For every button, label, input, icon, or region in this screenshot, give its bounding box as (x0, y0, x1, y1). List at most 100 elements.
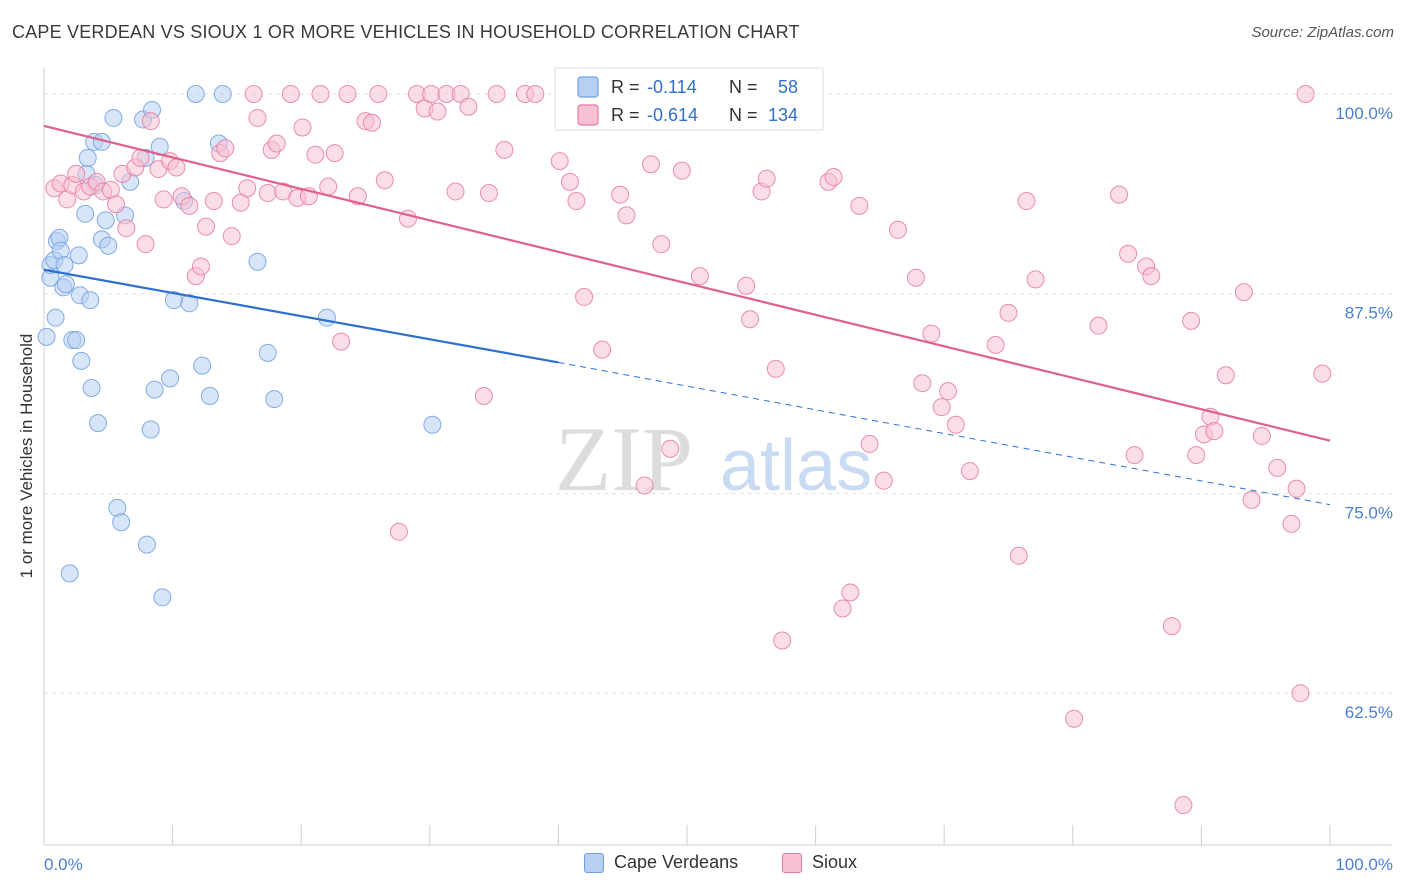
legend-swatch-sioux (782, 852, 802, 873)
point-sioux-18 (154, 190, 173, 209)
point-sioux-48 (348, 187, 367, 206)
legend-item-cape-verdeans: Cape Verdeans (584, 852, 738, 873)
point-sioux-42 (306, 145, 325, 164)
point-cape-verdeans-24 (89, 414, 108, 433)
point-sioux-25 (197, 217, 216, 236)
point-cape-verdeans-47 (193, 356, 212, 375)
point-sioux-71 (567, 192, 586, 211)
point-sioux-68 (526, 84, 545, 103)
point-sioux-124 (1242, 490, 1261, 509)
point-sioux-28 (216, 139, 235, 158)
legend-label-cape-verdeans: Cape Verdeans (614, 852, 739, 872)
trend-line-cape-verdeans (43, 268, 559, 364)
point-cape-verdeans-54 (317, 308, 336, 327)
point-sioux-40 (293, 118, 312, 137)
point-cape-verdeans-27 (96, 211, 115, 230)
point-sioux-34 (258, 184, 277, 203)
point-sioux-63 (474, 386, 493, 405)
point-sioux-110 (1110, 185, 1129, 204)
point-sioux-66 (495, 140, 514, 159)
point-sioux-70 (560, 172, 579, 191)
point-sioux-117 (1182, 311, 1201, 330)
point-sioux-80 (672, 161, 691, 180)
point-sioux-15 (136, 235, 155, 254)
point-cape-verdeans-36 (137, 535, 156, 554)
point-sioux-50 (362, 113, 381, 132)
point-sioux-114 (1142, 267, 1161, 286)
point-sioux-125 (1252, 426, 1271, 445)
point-sioux-128 (1287, 479, 1306, 498)
point-sioux-90 (833, 599, 852, 618)
point-sioux-57 (422, 84, 441, 103)
point-sioux-58 (428, 102, 447, 121)
data-points (37, 84, 1332, 815)
y-tick-label-1: 75.0% (1345, 503, 1393, 522)
stats-r-value-cape-verdeans: -0.114 (647, 77, 697, 97)
x-tick-label-1: 100.0% (1335, 855, 1393, 874)
gridlines (44, 93, 1392, 694)
point-sioux-75 (617, 206, 636, 225)
point-sioux-130 (1296, 84, 1315, 103)
watermark-zip: ZIP (555, 408, 693, 510)
point-sioux-12 (117, 219, 136, 238)
point-sioux-16 (141, 112, 160, 131)
watermark-atlas: atlas (720, 426, 872, 506)
point-sioux-38 (281, 84, 300, 103)
legend-label-sioux: Sioux (812, 852, 858, 872)
y-axis-label: 1 or more Vehicles in Household (17, 334, 36, 579)
point-sioux-99 (932, 398, 951, 417)
point-sioux-72 (575, 287, 594, 306)
point-sioux-45 (325, 144, 344, 163)
point-sioux-115 (1162, 617, 1181, 636)
series-legend: Cape Verdeans Sioux (0, 848, 1406, 880)
point-sioux-98 (922, 324, 941, 343)
point-sioux-20 (167, 158, 186, 177)
point-sioux-116 (1174, 796, 1193, 815)
point-cape-verdeans-11 (60, 564, 79, 583)
point-cape-verdeans-46 (186, 84, 205, 103)
point-sioux-24 (191, 257, 210, 276)
y-tick-label-0: 62.5% (1345, 703, 1393, 722)
point-cape-verdeans-21 (82, 378, 101, 397)
point-sioux-46 (332, 332, 351, 351)
point-cape-verdeans-55 (423, 415, 442, 434)
point-cape-verdeans-45 (180, 294, 199, 313)
point-sioux-93 (860, 434, 879, 453)
stats-swatch-sioux (577, 104, 599, 126)
point-sioux-47 (338, 84, 357, 103)
point-cape-verdeans-52 (258, 343, 277, 362)
point-sioux-100 (939, 382, 958, 401)
point-sioux-112 (1125, 446, 1144, 465)
point-cape-verdeans-14 (69, 246, 88, 265)
point-cape-verdeans-50 (213, 84, 232, 103)
point-sioux-106 (1017, 192, 1036, 211)
stats-n-label-cape-verdeans: N = (729, 77, 758, 97)
point-sioux-36 (267, 134, 286, 153)
source-credit: Source: ZipAtlas.com (1251, 24, 1394, 41)
point-sioux-82 (737, 276, 756, 295)
point-sioux-77 (641, 155, 660, 174)
point-cape-verdeans-42 (161, 369, 180, 388)
axes (43, 68, 1392, 846)
point-sioux-86 (766, 359, 785, 378)
point-cape-verdeans-4 (46, 308, 65, 327)
point-sioux-31 (238, 179, 257, 198)
legend-swatch-cape-verdeans (584, 852, 604, 873)
point-sioux-10 (107, 195, 126, 214)
point-cape-verdeans-29 (104, 108, 123, 127)
point-sioux-92 (850, 196, 869, 215)
point-sioux-60 (446, 182, 465, 201)
stats-swatch-cape-verdeans (577, 76, 599, 98)
point-cape-verdeans-31 (112, 513, 131, 532)
point-sioux-111 (1119, 244, 1138, 263)
legend-item-sioux: Sioux (782, 852, 857, 873)
trend-lines (43, 124, 1331, 506)
point-sioux-105 (1009, 546, 1028, 565)
point-sioux-121 (1205, 422, 1224, 441)
point-sioux-83 (741, 310, 760, 329)
trend-line-sioux (43, 124, 1331, 442)
x-tick-labels: 0.0% 100.0% (44, 855, 1393, 874)
point-cape-verdeans-37 (141, 420, 160, 439)
point-cape-verdeans-20 (81, 291, 100, 310)
point-sioux-64 (479, 184, 498, 203)
